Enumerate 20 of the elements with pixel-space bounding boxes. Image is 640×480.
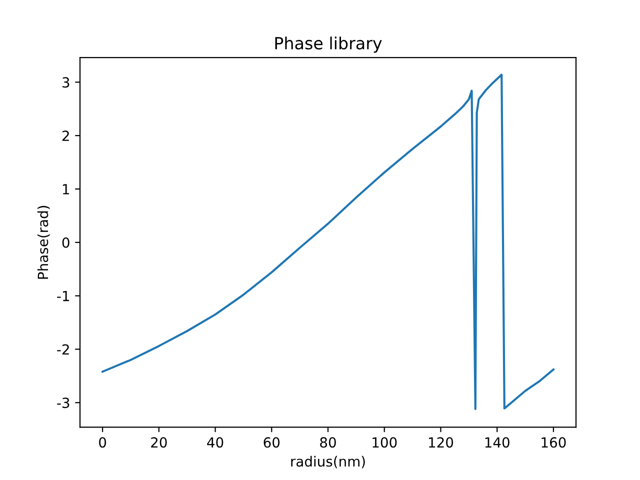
y-tick-label: 0 bbox=[62, 237, 70, 248]
y-tick-label: -2 bbox=[57, 344, 69, 354]
x-tick-label: 160 bbox=[542, 437, 566, 448]
y-axis-title: Phase(rad) bbox=[37, 206, 50, 279]
x-tick-label: 20 bbox=[151, 437, 167, 448]
line-series bbox=[102, 74, 554, 410]
x-tick-label: 80 bbox=[320, 437, 336, 448]
x-tick-label: 60 bbox=[264, 437, 280, 448]
x-tick-label: 140 bbox=[485, 437, 510, 448]
y-tick-label: -3 bbox=[57, 398, 70, 408]
x-tick-label: 40 bbox=[207, 437, 224, 448]
x-tick-label: 0 bbox=[99, 437, 106, 448]
x-axis-title: radius(nm) bbox=[291, 456, 365, 468]
x-tick-label: 120 bbox=[429, 437, 454, 448]
y-tick-label: 2 bbox=[62, 130, 69, 141]
x-tick-label: 100 bbox=[372, 437, 397, 448]
y-tick-label: 1 bbox=[62, 184, 69, 194]
y-tick-label: -1 bbox=[57, 290, 69, 302]
chart-title: Phase library bbox=[275, 36, 382, 53]
y-tick-label: 3 bbox=[62, 77, 70, 88]
